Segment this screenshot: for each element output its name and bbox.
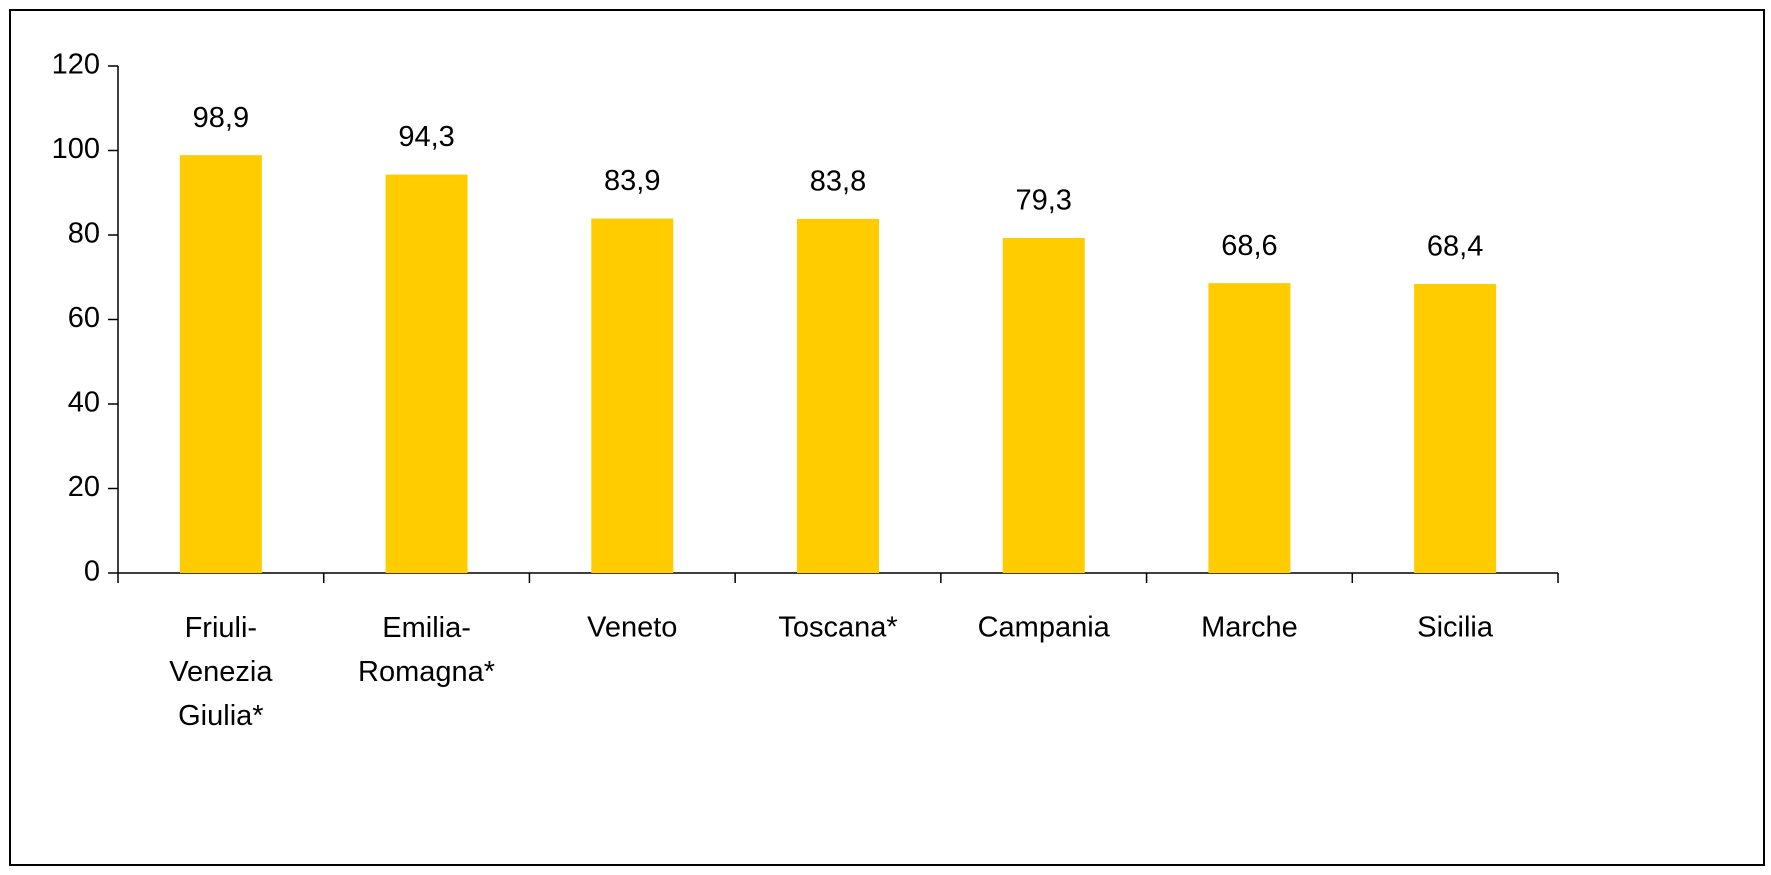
bar	[1414, 284, 1497, 573]
y-tick-label: 20	[68, 471, 100, 503]
data-label: 94,3	[398, 121, 454, 153]
data-label: 98,9	[193, 102, 249, 134]
x-tick-label: Veneto	[587, 612, 677, 644]
bar	[797, 218, 879, 573]
bar	[591, 218, 674, 573]
x-tick-label: Sicilia	[1417, 612, 1494, 644]
y-tick-label: 0	[84, 556, 100, 588]
data-label: 68,4	[1427, 231, 1483, 263]
data-label: 83,9	[604, 165, 660, 197]
bar	[1208, 283, 1291, 573]
x-tick-label: Marche	[1201, 612, 1298, 644]
x-tick-label: Friuli-Venezia Giulia*	[169, 612, 273, 732]
x-tick-label: Toscana*	[778, 612, 897, 644]
x-tick-label: Campania	[978, 612, 1111, 644]
bar	[1002, 237, 1085, 573]
data-label: 79,3	[1015, 185, 1071, 217]
y-tick-label: 40	[68, 387, 100, 419]
y-tick-label: 120	[52, 49, 100, 81]
bar	[385, 174, 468, 573]
data-label: 83,8	[810, 166, 866, 198]
y-tick-label: 100	[52, 133, 100, 165]
chart-frame	[9, 9, 1765, 866]
y-tick-label: 60	[68, 302, 100, 334]
data-label: 68,6	[1221, 230, 1277, 262]
y-tick-label: 80	[68, 218, 100, 250]
x-tick-label: Emilia-Romagna*	[358, 612, 495, 688]
bar	[179, 155, 262, 573]
